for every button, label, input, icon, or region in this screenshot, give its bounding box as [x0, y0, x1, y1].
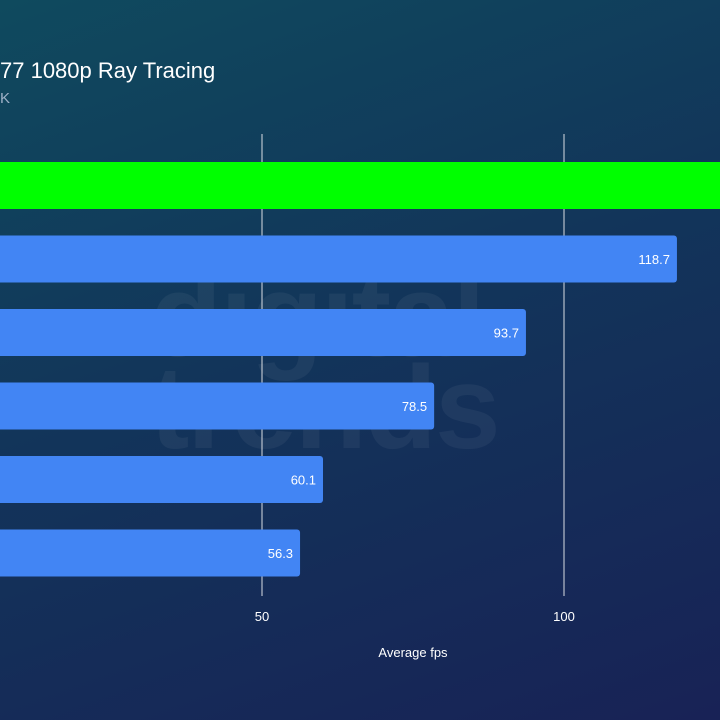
- bar-highlight: [0, 162, 720, 209]
- x-tick-label: 50: [255, 609, 269, 624]
- chart-title: 77 1080p Ray Tracing: [0, 58, 216, 83]
- bar-value-label: 56.3: [268, 546, 293, 561]
- x-axis-label: Average fps: [378, 645, 448, 660]
- bar: [0, 382, 435, 430]
- bar-value-label: 60.1: [291, 473, 316, 488]
- bar: [0, 235, 677, 283]
- bar-value-label: 78.5: [402, 399, 427, 414]
- bar-value-label: 118.7: [638, 252, 670, 267]
- bar: [0, 456, 324, 503]
- bar: [0, 309, 526, 356]
- bar-value-label: 93.7: [494, 326, 519, 341]
- x-tick-label: 100: [553, 609, 575, 624]
- bar: [0, 529, 301, 577]
- chart-subtitle: K: [0, 90, 11, 107]
